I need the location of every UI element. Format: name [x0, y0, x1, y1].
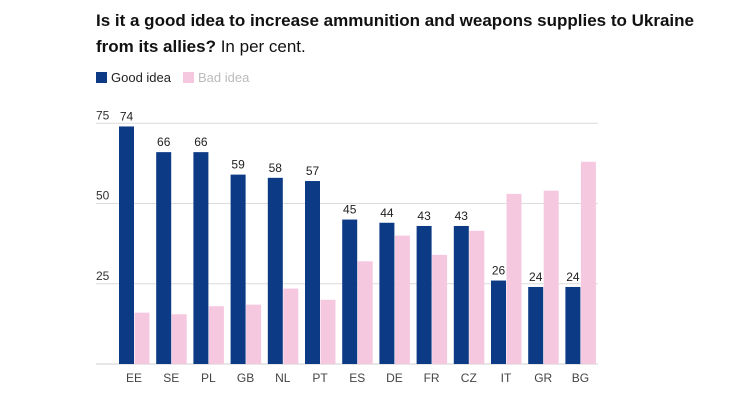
data-label-good-idea: 43 [417, 209, 431, 223]
y-tick-label: 25 [96, 269, 110, 283]
legend: Good idea Bad idea [96, 70, 261, 85]
data-label-good-idea: 44 [380, 206, 394, 220]
bar-good-idea [156, 152, 172, 364]
bar-bad-idea [246, 304, 262, 364]
legend-swatch-bad [183, 72, 194, 83]
x-tick-label: CZ [461, 371, 477, 385]
x-tick-label: SE [163, 371, 179, 385]
data-label-good-idea: 43 [455, 209, 469, 223]
bar-bad-idea [469, 230, 485, 364]
bar-bad-idea [171, 314, 187, 364]
bar-good-idea [267, 177, 283, 364]
bar-good-idea [565, 286, 581, 364]
chart-title-question: Is it a good idea to increase ammunition… [96, 11, 694, 56]
legend-item-good: Good idea [96, 70, 171, 85]
data-label-good-idea: 26 [492, 264, 506, 278]
legend-item-bad: Bad idea [183, 70, 249, 85]
chart-title-unit: In per cent. [215, 37, 306, 56]
legend-label-bad: Bad idea [198, 70, 250, 85]
x-tick-label: GB [237, 371, 254, 385]
data-label-good-idea: 45 [343, 203, 357, 217]
chart-title: Is it a good idea to increase ammunition… [96, 8, 696, 60]
bar-bad-idea [394, 235, 410, 364]
bar-good-idea [230, 174, 246, 364]
x-tick-label: DE [386, 371, 403, 385]
y-tick-label: 75 [96, 108, 110, 122]
data-label-good-idea: 24 [529, 270, 543, 284]
bar-good-idea [342, 219, 358, 364]
x-tick-label: FR [424, 371, 440, 385]
data-label-good-idea: 66 [157, 135, 171, 149]
data-label-good-idea: 24 [566, 270, 580, 284]
data-label-good-idea: 66 [194, 135, 208, 149]
bar-bad-idea [320, 299, 336, 364]
legend-label-good: Good idea [111, 70, 171, 85]
x-tick-label: NL [275, 371, 291, 385]
bar-good-idea [491, 280, 506, 364]
bar-good-idea [416, 225, 432, 364]
legend-swatch-good [96, 72, 107, 83]
bar-good-idea [193, 152, 209, 364]
bar-good-idea [119, 126, 134, 365]
data-label-good-idea: 74 [120, 109, 134, 123]
bar-bad-idea [134, 312, 150, 364]
bar-bad-idea [506, 193, 522, 364]
y-tick-label: 50 [96, 189, 110, 203]
bar-bad-idea [357, 261, 373, 364]
bar-bad-idea [283, 288, 299, 364]
x-tick-label: GR [534, 371, 552, 385]
data-label-good-idea: 57 [306, 164, 320, 178]
x-tick-label: BG [572, 371, 589, 385]
data-label-good-idea: 59 [231, 158, 245, 172]
bar-good-idea [528, 286, 544, 364]
bar-bad-idea [208, 306, 224, 364]
bar-bad-idea [543, 190, 559, 364]
x-tick-label: PT [312, 371, 328, 385]
x-tick-label: IT [501, 371, 512, 385]
bar-bad-idea [432, 254, 448, 364]
x-tick-label: ES [349, 371, 365, 385]
bar-bad-idea [580, 161, 596, 364]
data-label-good-idea: 58 [269, 161, 283, 175]
x-tick-label: EE [126, 371, 142, 385]
x-tick-label: PL [201, 371, 216, 385]
bar-good-idea [453, 225, 469, 364]
bar-good-idea [305, 181, 320, 364]
bar-good-idea [379, 222, 395, 364]
